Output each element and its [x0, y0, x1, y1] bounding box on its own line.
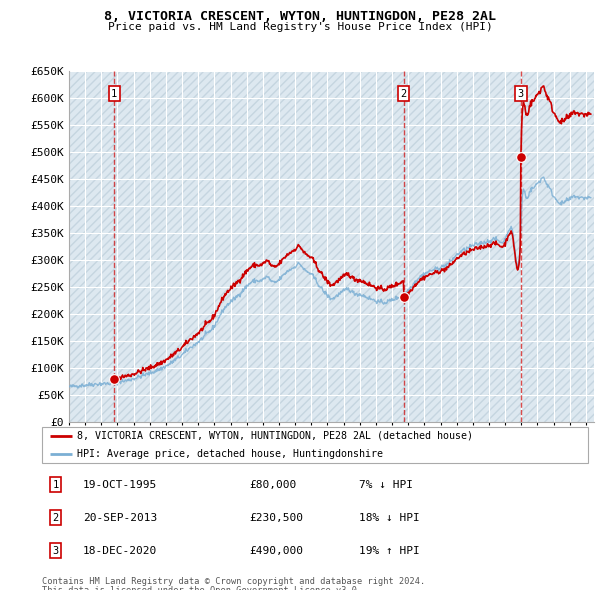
Text: £490,000: £490,000 [250, 546, 304, 556]
Text: 18-DEC-2020: 18-DEC-2020 [83, 546, 157, 556]
FancyBboxPatch shape [42, 427, 588, 463]
Text: 3: 3 [53, 546, 59, 556]
Text: HPI: Average price, detached house, Huntingdonshire: HPI: Average price, detached house, Hunt… [77, 449, 383, 459]
Text: 3: 3 [518, 88, 524, 99]
Text: £230,500: £230,500 [250, 513, 304, 523]
Text: Price paid vs. HM Land Registry's House Price Index (HPI): Price paid vs. HM Land Registry's House … [107, 22, 493, 32]
Text: 18% ↓ HPI: 18% ↓ HPI [359, 513, 419, 523]
Text: 7% ↓ HPI: 7% ↓ HPI [359, 480, 413, 490]
Text: 1: 1 [111, 88, 118, 99]
Text: 2: 2 [53, 513, 59, 523]
Text: 1: 1 [53, 480, 59, 490]
Text: 20-SEP-2013: 20-SEP-2013 [83, 513, 157, 523]
Text: 8, VICTORIA CRESCENT, WYTON, HUNTINGDON, PE28 2AL: 8, VICTORIA CRESCENT, WYTON, HUNTINGDON,… [104, 10, 496, 23]
Text: 8, VICTORIA CRESCENT, WYTON, HUNTINGDON, PE28 2AL (detached house): 8, VICTORIA CRESCENT, WYTON, HUNTINGDON,… [77, 431, 473, 441]
Text: 19-OCT-1995: 19-OCT-1995 [83, 480, 157, 490]
Text: This data is licensed under the Open Government Licence v3.0.: This data is licensed under the Open Gov… [42, 586, 362, 590]
Text: 2: 2 [401, 88, 407, 99]
Text: £80,000: £80,000 [250, 480, 297, 490]
Text: 19% ↑ HPI: 19% ↑ HPI [359, 546, 419, 556]
Text: Contains HM Land Registry data © Crown copyright and database right 2024.: Contains HM Land Registry data © Crown c… [42, 577, 425, 586]
